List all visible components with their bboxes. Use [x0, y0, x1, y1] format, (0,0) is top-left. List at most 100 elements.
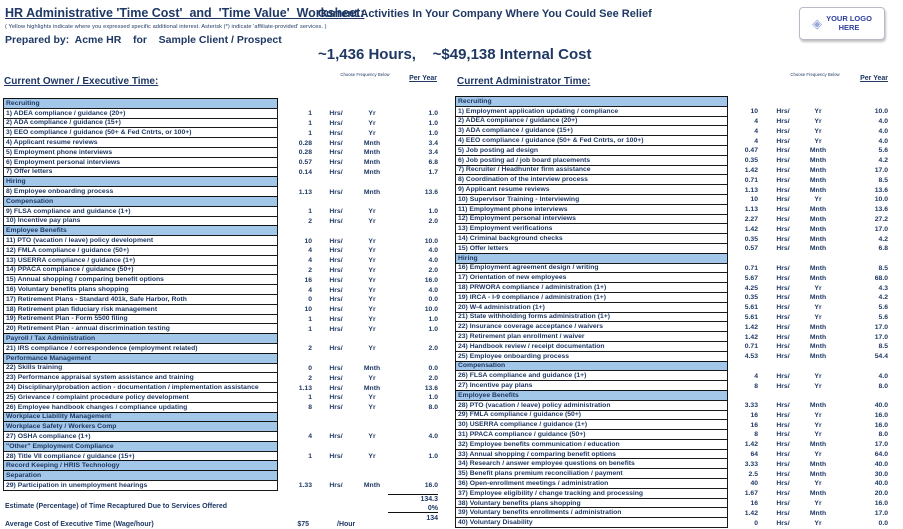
hours-value-cell[interactable]: 1	[308, 208, 312, 216]
frequency-cell[interactable]: Mnth	[809, 343, 827, 351]
hours-value-cell[interactable]: 1.13	[744, 186, 758, 194]
frequency-cell[interactable]: Mnth	[809, 166, 827, 174]
hours-value-cell[interactable]: 0.57	[744, 245, 758, 253]
frequency-cell[interactable]: Yr	[368, 286, 376, 294]
hours-value-cell[interactable]: 2.5	[748, 470, 758, 478]
frequency-cell[interactable]: Yr	[814, 137, 822, 145]
hours-value-cell[interactable]: 4	[308, 257, 312, 265]
hours-value-cell[interactable]: 1	[308, 129, 312, 137]
hours-value-cell[interactable]: 1.42	[744, 441, 758, 449]
frequency-cell[interactable]: Mnth	[363, 139, 381, 147]
hours-value-cell[interactable]: 4.53	[744, 353, 758, 361]
hours-value-cell[interactable]: 5.61	[744, 304, 758, 312]
frequency-cell[interactable]: Yr	[368, 217, 376, 225]
frequency-cell[interactable]: Mnth	[363, 482, 381, 490]
frequency-cell[interactable]: Mnth	[809, 147, 827, 155]
frequency-cell[interactable]: Yr	[814, 382, 822, 390]
frequency-cell[interactable]: Yr	[368, 296, 376, 304]
frequency-cell[interactable]: Yr	[368, 276, 376, 284]
hours-value-cell[interactable]: 1.13	[298, 188, 312, 196]
hours-value-cell[interactable]: 4	[308, 247, 312, 255]
hours-value-cell[interactable]: 16	[304, 276, 312, 284]
frequency-cell[interactable]: Yr	[368, 433, 376, 441]
frequency-cell[interactable]: Yr	[368, 315, 376, 323]
frequency-cell[interactable]: Yr	[814, 372, 822, 380]
frequency-cell[interactable]: Mnth	[809, 323, 827, 331]
hours-value-cell[interactable]: 4.25	[744, 284, 758, 292]
hours-value-cell[interactable]: 10	[750, 196, 758, 204]
hours-value-cell[interactable]: 1.42	[744, 225, 758, 233]
hours-value-cell[interactable]: 5.67	[744, 274, 758, 282]
frequency-cell[interactable]: Yr	[368, 325, 376, 333]
frequency-cell[interactable]: Mnth	[363, 168, 381, 176]
hours-value-cell[interactable]: 16	[750, 421, 758, 429]
hours-value-cell[interactable]: 2	[308, 345, 312, 353]
frequency-cell[interactable]: Mnth	[809, 235, 827, 243]
frequency-cell[interactable]: Yr	[368, 119, 376, 127]
frequency-cell[interactable]: Yr	[368, 404, 376, 412]
frequency-cell[interactable]: Mnth	[809, 215, 827, 223]
frequency-cell[interactable]: Mnth	[363, 384, 381, 392]
hours-value-cell[interactable]: 0.71	[744, 264, 758, 272]
frequency-cell[interactable]: Yr	[814, 411, 822, 419]
hours-value-cell[interactable]: 0	[308, 364, 312, 372]
frequency-cell[interactable]: Yr	[368, 266, 376, 274]
hours-value-cell[interactable]: 16	[750, 500, 758, 508]
frequency-cell[interactable]: Yr	[368, 453, 376, 461]
hours-value-cell[interactable]: 0.28	[298, 149, 312, 157]
hours-value-cell[interactable]: 2.27	[744, 215, 758, 223]
hours-value-cell[interactable]: 0.71	[744, 176, 758, 184]
frequency-cell[interactable]: Yr	[814, 196, 822, 204]
frequency-cell[interactable]: Mnth	[809, 460, 827, 468]
hours-value-cell[interactable]: 5.61	[744, 313, 758, 321]
frequency-cell[interactable]: Yr	[368, 394, 376, 402]
hours-value-cell[interactable]: 1	[308, 394, 312, 402]
frequency-cell[interactable]: Mnth	[809, 441, 827, 449]
frequency-cell[interactable]: Mnth	[809, 264, 827, 272]
hours-value-cell[interactable]: 0.47	[744, 147, 758, 155]
hours-value-cell[interactable]: 4	[754, 127, 758, 135]
hours-value-cell[interactable]: 10	[304, 237, 312, 245]
frequency-cell[interactable]: Yr	[368, 208, 376, 216]
frequency-cell[interactable]: Mnth	[809, 470, 827, 478]
hours-value-cell[interactable]: 8	[308, 404, 312, 412]
hours-value-cell[interactable]: 3.33	[744, 460, 758, 468]
frequency-cell[interactable]: Mnth	[809, 186, 827, 194]
frequency-cell[interactable]: Yr	[814, 519, 822, 527]
frequency-cell[interactable]: Yr	[368, 237, 376, 245]
frequency-cell[interactable]: Mnth	[809, 157, 827, 165]
hours-value-cell[interactable]: 4	[754, 137, 758, 145]
frequency-cell[interactable]: Mnth	[809, 353, 827, 361]
frequency-cell[interactable]: Yr	[368, 129, 376, 137]
hours-value-cell[interactable]: 1.42	[744, 166, 758, 174]
frequency-cell[interactable]: Yr	[368, 374, 376, 382]
hours-value-cell[interactable]: 10	[750, 108, 758, 116]
hours-value-cell[interactable]: 1	[308, 315, 312, 323]
frequency-cell[interactable]: Yr	[814, 117, 822, 125]
frequency-cell[interactable]: Yr	[814, 500, 822, 508]
frequency-cell[interactable]: Yr	[368, 257, 376, 265]
frequency-cell[interactable]: Mnth	[809, 509, 827, 517]
hours-value-cell[interactable]: 10	[304, 306, 312, 314]
frequency-cell[interactable]: Yr	[814, 431, 822, 439]
frequency-cell[interactable]: Yr	[814, 108, 822, 116]
hours-value-cell[interactable]: 1	[308, 110, 312, 118]
frequency-cell[interactable]: Mnth	[809, 245, 827, 253]
hours-value-cell[interactable]: 0.35	[744, 294, 758, 302]
hours-value-cell[interactable]: 0.57	[298, 159, 312, 167]
hours-value-cell[interactable]: 0	[754, 519, 758, 527]
hours-value-cell[interactable]: 64	[750, 451, 758, 459]
frequency-cell[interactable]: Yr	[814, 451, 822, 459]
hours-value-cell[interactable]: 2	[308, 217, 312, 225]
hours-value-cell[interactable]: 1.13	[744, 206, 758, 214]
frequency-cell[interactable]: Yr	[368, 247, 376, 255]
estimate-recaptured-value[interactable]: 0%	[388, 505, 438, 513]
frequency-cell[interactable]: Yr	[814, 313, 822, 321]
hours-value-cell[interactable]: 8	[754, 431, 758, 439]
frequency-cell[interactable]: Yr	[368, 110, 376, 118]
hours-value-cell[interactable]: 1.33	[298, 482, 312, 490]
hours-value-cell[interactable]: 16	[750, 411, 758, 419]
frequency-cell[interactable]: Mnth	[809, 274, 827, 282]
frequency-cell[interactable]: Yr	[814, 480, 822, 488]
frequency-cell[interactable]: Yr	[814, 421, 822, 429]
